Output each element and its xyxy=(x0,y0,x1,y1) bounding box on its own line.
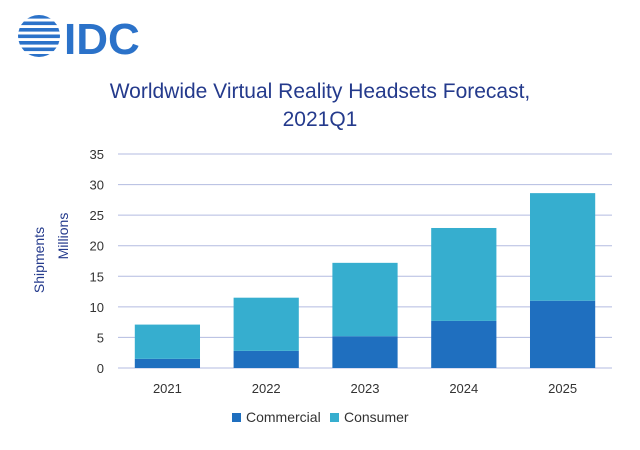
y-axis-label-shipments: Shipments xyxy=(31,227,47,293)
x-tick-label-2025: 2025 xyxy=(548,381,577,396)
bar-consumer-2024 xyxy=(431,227,497,321)
bar-consumer-2025 xyxy=(529,193,596,301)
bar-commercial-2025 xyxy=(529,300,596,368)
y-tick-label-15: 15 xyxy=(90,269,104,284)
y-tick-label-10: 10 xyxy=(90,300,104,315)
x-tick-label-2022: 2022 xyxy=(252,381,281,396)
y-tick-label-5: 5 xyxy=(97,330,104,345)
bar-commercial-2021 xyxy=(134,358,201,368)
y-tick-label-20: 20 xyxy=(90,239,104,254)
chart-title-line-2: 2021Q1 xyxy=(282,108,358,131)
chart-title: Worldwide Virtual Reality Headsets Forec… xyxy=(0,78,640,134)
y-axis-label-millions: Millions xyxy=(55,213,71,260)
chart-title-line-1: Worldwide Virtual Reality Headsets Forec… xyxy=(109,80,531,103)
logo-text: IDC xyxy=(64,15,140,62)
idc-logo: IDC xyxy=(18,15,140,62)
legend: Commercial Consumer xyxy=(232,409,409,425)
y-tick-label-35: 35 xyxy=(90,147,104,162)
bar-commercial-2022 xyxy=(233,350,299,368)
bar-commercial-2023 xyxy=(332,336,398,368)
x-tick-label-2021: 2021 xyxy=(153,381,182,396)
bar-consumer-2022 xyxy=(233,297,299,351)
y-tick-label-0: 0 xyxy=(97,361,104,376)
bar-consumer-2023 xyxy=(332,262,398,337)
legend-label-commercial: Commercial xyxy=(246,409,321,425)
bar-consumer-2021 xyxy=(134,324,201,359)
bar-commercial-2024 xyxy=(431,320,497,368)
bars xyxy=(134,193,596,368)
legend-label-consumer: Consumer xyxy=(344,409,409,425)
x-tick-label-2024: 2024 xyxy=(449,381,478,396)
y-tick-label-25: 25 xyxy=(90,208,104,223)
globe-icon xyxy=(18,15,60,57)
legend-swatch-commercial xyxy=(232,413,241,422)
y-tick-labels: 0 5 10 15 20 25 30 35 xyxy=(90,147,104,376)
x-tick-label-2023: 2023 xyxy=(351,381,380,396)
legend-swatch-consumer xyxy=(330,413,339,422)
y-tick-label-30: 30 xyxy=(90,178,104,193)
x-tick-labels: 2021 2022 2023 2024 2025 xyxy=(153,381,577,396)
